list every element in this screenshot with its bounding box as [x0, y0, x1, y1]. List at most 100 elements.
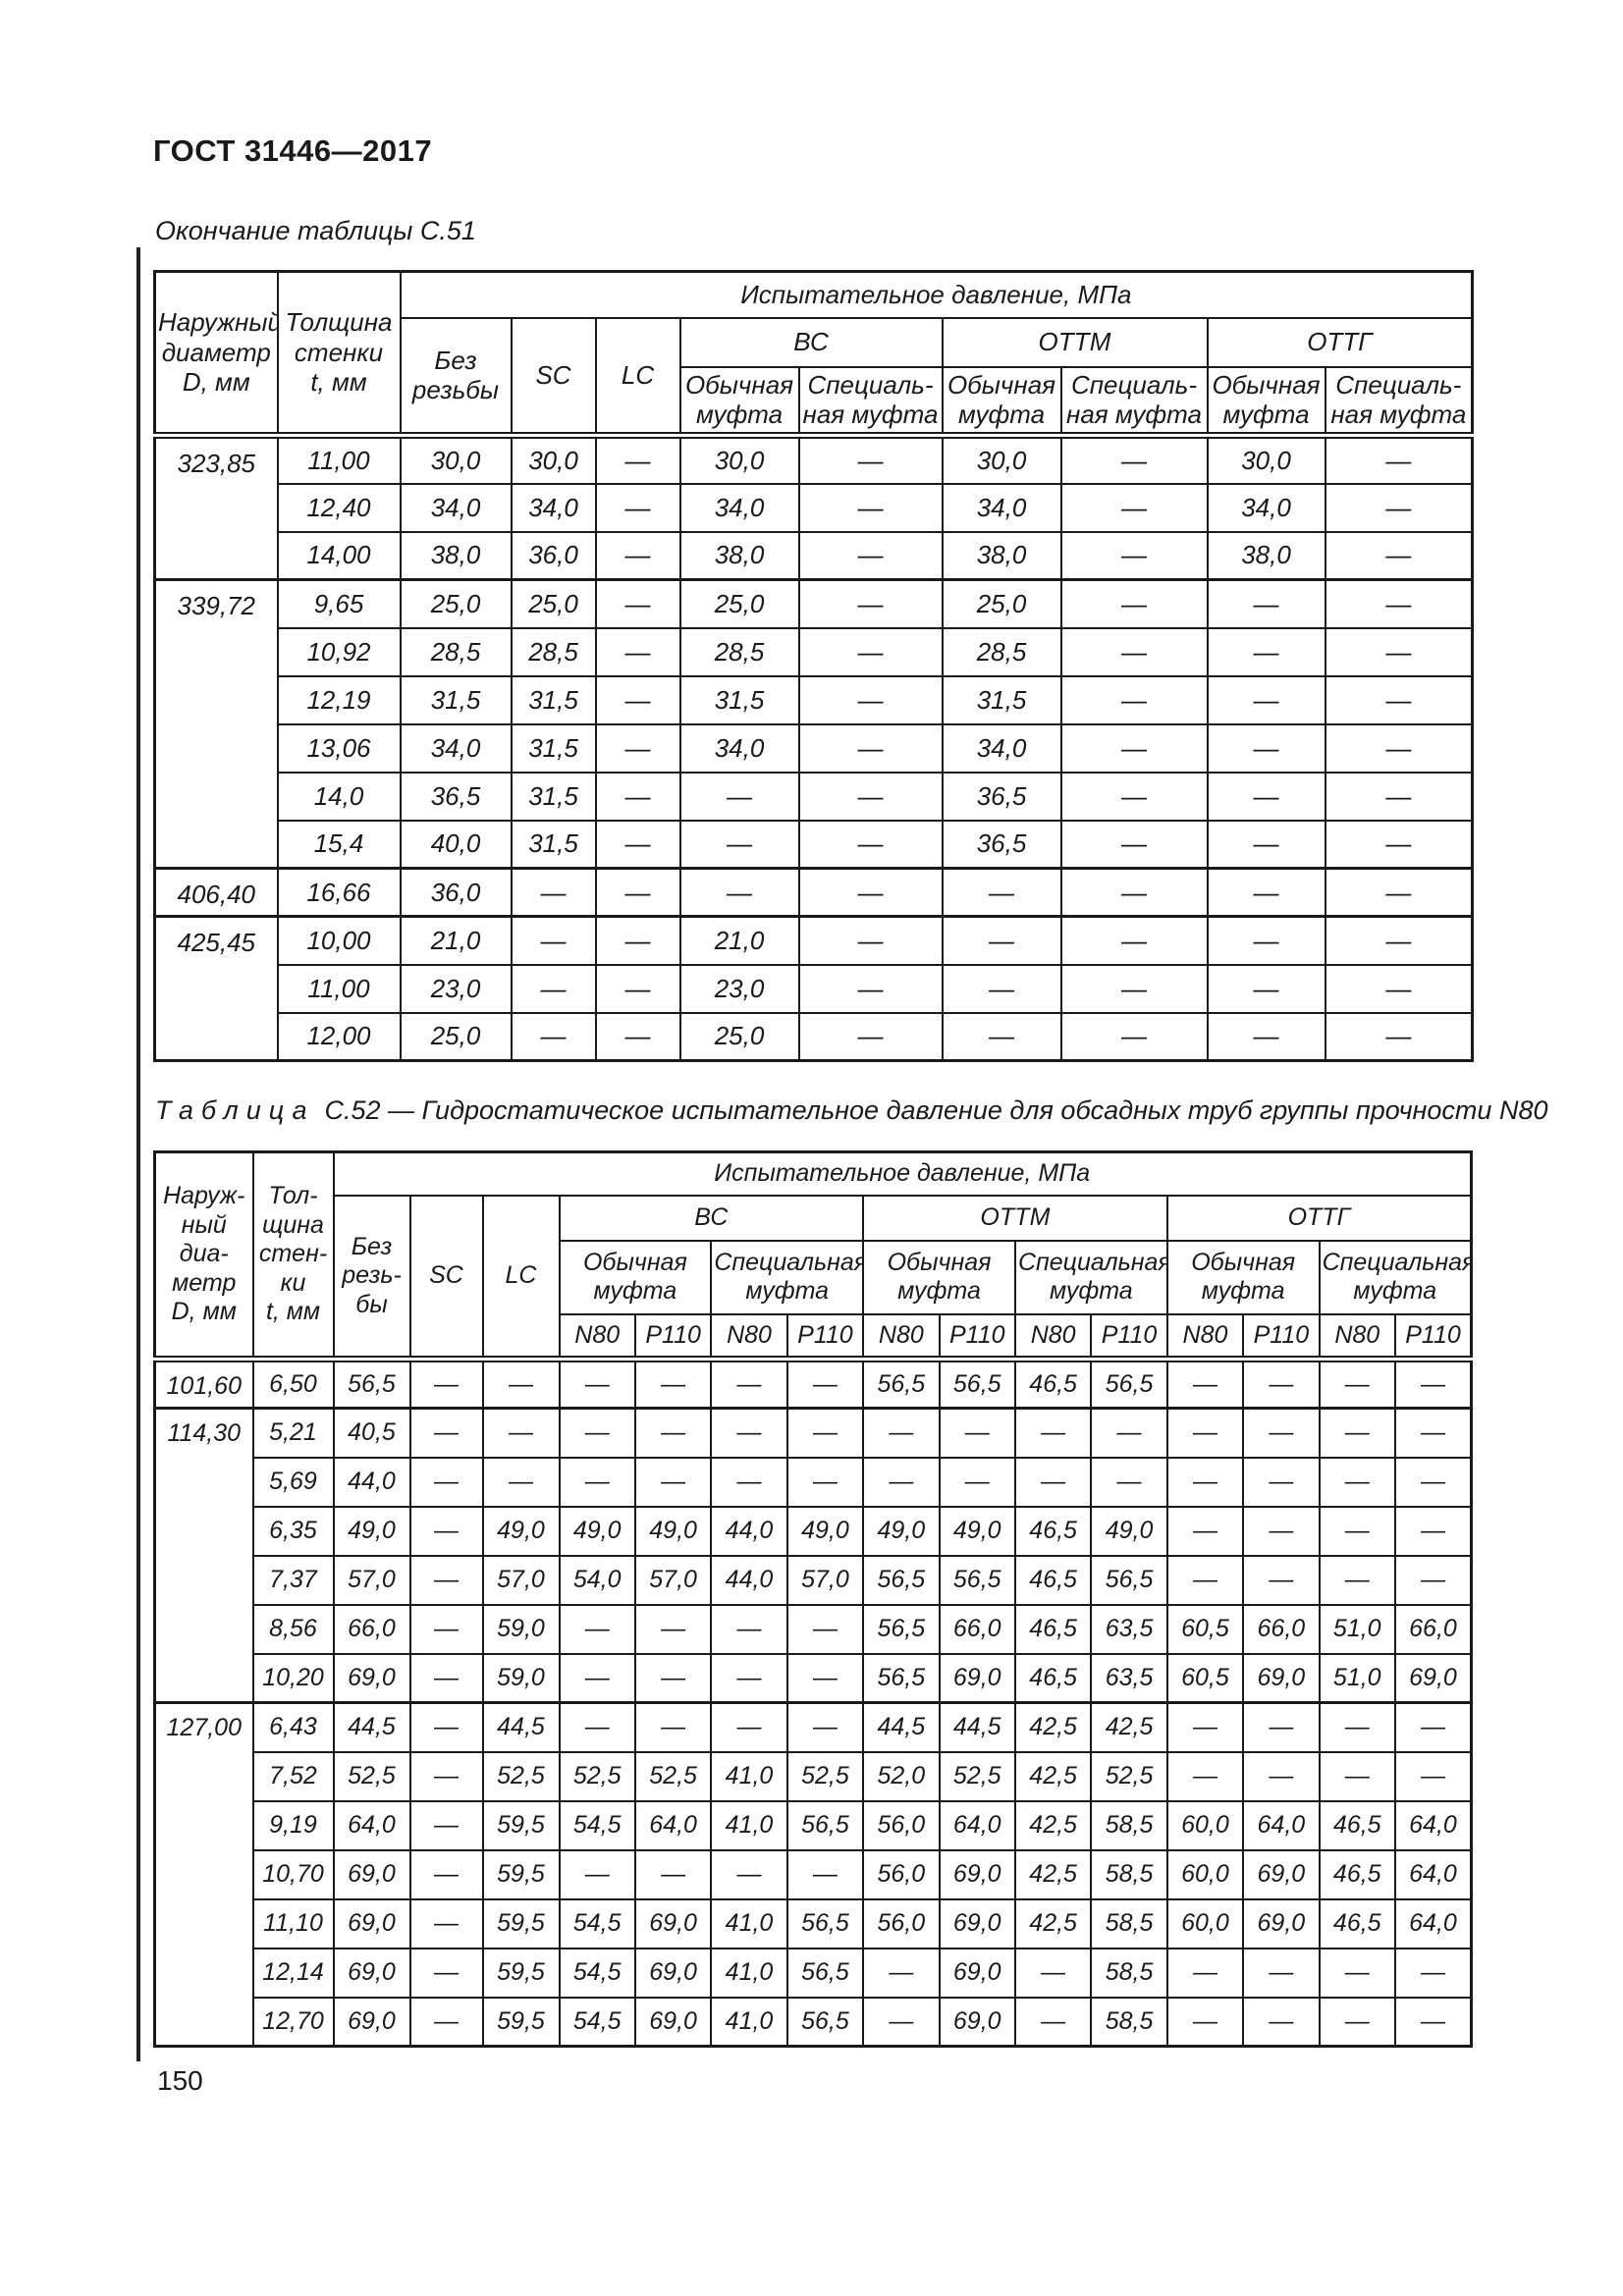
cell-pressure-value: 69,0 — [1242, 1848, 1321, 1900]
cell-pressure-value: 64,0 — [633, 1799, 713, 1851]
cell-pressure-value: — — [797, 819, 944, 870]
table-body: 101,60 6,50 56,5— — — — — —56,5 56,5 46,5 56,5— — — —… — [153, 1356, 1473, 2048]
header-regular-coupling: Обычная муфта — [1165, 1239, 1321, 1315]
cell-outer-diameter: 425,45 — [153, 915, 279, 1062]
header-grade-p110: P110 — [1090, 1312, 1168, 1361]
cell-pressure-value: — — [941, 867, 1062, 918]
cell-pressure-value: — — [1393, 1701, 1473, 1753]
cell-pressure-value: 69,0 — [633, 1947, 713, 1999]
cell-pressure-value: — — [408, 1848, 484, 1900]
table-row: 13,06 34,0 31,5—34,0—34,0— — — — [155, 722, 1474, 774]
cell-pressure-value: — — [1013, 1456, 1093, 1508]
cell-pressure-value: — — [1013, 1996, 1093, 2048]
cell-wall-thickness: 6,50 — [251, 1356, 335, 1410]
cell-pressure-value: — — [678, 771, 800, 822]
cell-pressure-value: — — [510, 1011, 597, 1062]
cell-pressure-value: 52,5 — [938, 1750, 1016, 1802]
table-row: 406,40 16,66 36,0— — — — — — — — — [153, 867, 1474, 918]
cell-wall-thickness: 11,00 — [276, 432, 402, 485]
cell-pressure-value: — — [408, 1799, 484, 1851]
cell-wall-thickness: 12,19 — [276, 674, 402, 725]
cell-pressure-value: — — [1318, 1407, 1396, 1459]
cell-pressure-value: — — [1059, 819, 1209, 870]
table-row: 6,35 49,0—49,0 49,0 49,0 44,0 49,0 49,0 49,0 46,… — [155, 1505, 1473, 1557]
header-wall-thickness: Толщина стенки t, мм — [276, 270, 402, 437]
header-no-thread: Без резь- бы — [332, 1194, 411, 1361]
cell-pressure-value: — — [594, 915, 681, 966]
header-row: Обычная муфта Специаль- ная муфта Обычна… — [155, 365, 1474, 437]
cell-wall-thickness: 11,10 — [251, 1897, 335, 1949]
cell-pressure-value: 31,5 — [941, 674, 1062, 725]
cell-pressure-value: — — [1165, 1750, 1245, 1802]
cell-pressure-value: — — [797, 1011, 944, 1062]
cell-pressure-value: 38,0 — [1206, 530, 1326, 581]
cell-pressure-value: — — [862, 1947, 941, 1999]
cell-pressure-value: — — [785, 1603, 865, 1655]
cell-pressure-value: 57,0 — [332, 1554, 411, 1606]
cell-pressure-value: — — [594, 482, 681, 533]
cell-pressure-value: 56,5 — [938, 1554, 1016, 1606]
cell-outer-diameter: 339,72 — [153, 578, 279, 870]
cell-pressure-value: — — [1206, 1011, 1326, 1062]
cell-pressure-value: — — [1242, 1554, 1321, 1606]
header-grade-p110: P110 — [1242, 1312, 1321, 1361]
cell-pressure-value: — — [1165, 1701, 1245, 1753]
header-row: Без резь- бы SC LC ВС ОТТМ ОТТГ — [155, 1194, 1473, 1361]
cell-pressure-value: 58,5 — [1090, 1947, 1168, 1999]
cell-pressure-value: 59,5 — [481, 1848, 561, 1900]
cell-pressure-value: — — [1324, 482, 1474, 533]
cell-pressure-value: — — [797, 482, 944, 533]
cell-pressure-value: — — [941, 963, 1062, 1014]
cell-pressure-value: — — [678, 819, 800, 870]
header-special-coupling: Специаль- ная муфта — [1059, 365, 1209, 437]
table-row: 8,56 66,0—59,0— — — —56,5 66,0 46,5 63,5 60,5 66,… — [155, 1603, 1473, 1655]
cell-pressure-value: 60,0 — [1165, 1897, 1245, 1949]
cell-wall-thickness: 11,00 — [276, 963, 402, 1014]
cell-pressure-value: — — [797, 432, 944, 485]
table-row: 425,45 10,00 21,0— —21,0— — — — — — [153, 915, 1474, 1062]
cell-pressure-value: — — [408, 1947, 484, 1999]
cell-pressure-value: 56,5 — [862, 1356, 941, 1410]
table-row: 101,60 6,50 56,5— — — — — —56,5 56,5 46,5 56,5— — — — — [153, 1356, 1473, 1410]
cell-pressure-value: — — [408, 1356, 484, 1410]
table-row: 14,0 36,5 31,5— — —36,5— — — — [155, 771, 1474, 822]
header-special-coupling: Специаль- ная муфта — [1324, 365, 1474, 437]
cell-pressure-value: 60,5 — [1165, 1652, 1245, 1704]
cell-pressure-value: — — [785, 1456, 865, 1508]
cell-pressure-value: 42,5 — [1013, 1750, 1093, 1802]
cell-wall-thickness: 10,20 — [251, 1652, 335, 1704]
cell-pressure-value: 56,0 — [862, 1897, 941, 1949]
cell-wall-thickness: 14,0 — [276, 771, 402, 822]
cell-pressure-value: 69,0 — [332, 1652, 411, 1704]
cell-pressure-value: 58,5 — [1090, 1897, 1168, 1949]
cell-pressure-value: — — [1324, 1011, 1474, 1062]
cell-pressure-value: 34,0 — [941, 722, 1062, 774]
cell-pressure-value: 34,0 — [678, 482, 800, 533]
cell-pressure-value: — — [408, 1701, 484, 1753]
cell-wall-thickness: 16,66 — [276, 867, 402, 918]
cell-pressure-value: 56,5 — [332, 1356, 411, 1410]
cell-wall-thickness: 12,70 — [251, 1996, 335, 2048]
cell-outer-diameter: 101,60 — [153, 1356, 254, 1410]
cell-pressure-value: 34,0 — [399, 482, 513, 533]
header-group-bc: ВС — [558, 1194, 865, 1242]
header-grade-n80: N80 — [1165, 1312, 1245, 1361]
cell-pressure-value: — — [1242, 1996, 1321, 2048]
cell-pressure-value: — — [1059, 963, 1209, 1014]
table-body: 323,85 11,00 30,0 30,0—30,0—30,0—30,0—12,40… — [153, 432, 1474, 1062]
cell-pressure-value: — — [1318, 1701, 1396, 1753]
cell-pressure-value: — — [594, 819, 681, 870]
cell-pressure-value: 28,5 — [941, 626, 1062, 677]
cell-pressure-value: 42,5 — [1013, 1799, 1093, 1851]
cell-pressure-value: — — [594, 674, 681, 725]
cell-wall-thickness: 6,35 — [251, 1505, 335, 1557]
cell-pressure-value: 31,5 — [399, 674, 513, 725]
header-sc: SC — [510, 316, 597, 437]
cell-pressure-value: 59,0 — [481, 1652, 561, 1704]
cell-pressure-value: 51,0 — [1318, 1603, 1396, 1655]
cell-pressure-value: 56,5 — [785, 1947, 865, 1999]
cell-pressure-value: 38,0 — [941, 530, 1062, 581]
cell-pressure-value: 31,5 — [510, 771, 597, 822]
table-caption-text: С.52 — Гидростатическое испытательное да… — [324, 1095, 1548, 1125]
cell-pressure-value: 56,0 — [862, 1799, 941, 1851]
